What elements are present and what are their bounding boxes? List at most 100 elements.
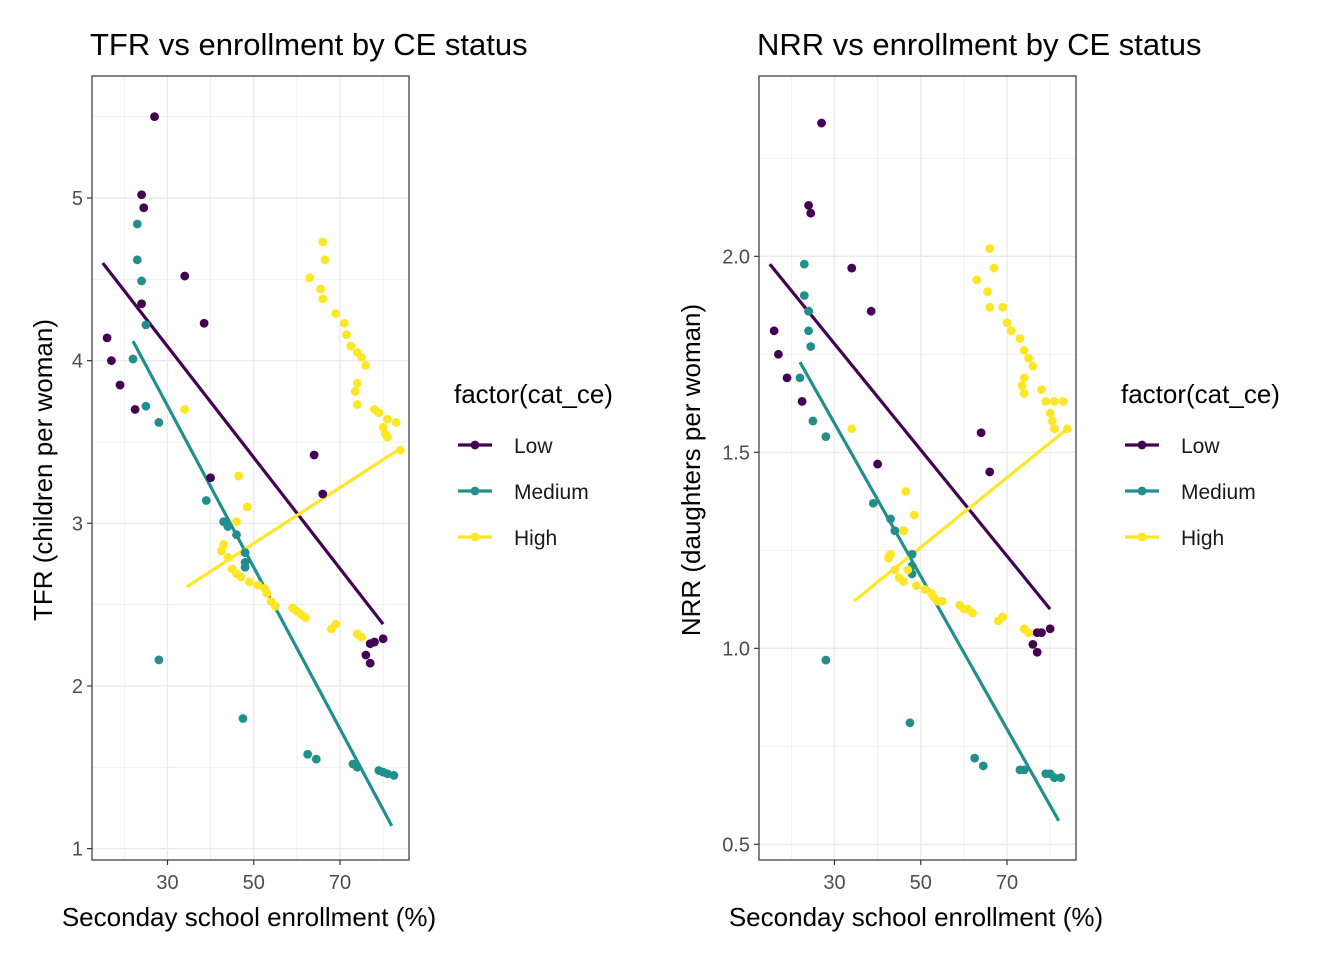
tfr-legend-key-point xyxy=(470,440,480,450)
nrr-point-high xyxy=(998,302,1008,312)
tfr-point-medium xyxy=(311,754,321,764)
nrr-y-tick-label: 1.0 xyxy=(722,638,750,660)
tfr-point-high xyxy=(318,294,328,304)
nrr-point-medium xyxy=(804,306,813,316)
tfr-point-high xyxy=(234,471,244,481)
nrr-point-high xyxy=(890,565,900,575)
nrr-point-high xyxy=(1019,389,1029,398)
nrr-point-medium xyxy=(890,526,900,536)
nrr-point-high xyxy=(847,424,857,434)
tfr-point-medium xyxy=(154,418,164,427)
nrr-point-low xyxy=(873,459,883,469)
nrr-point-high xyxy=(1041,396,1051,406)
nrr-point-medium xyxy=(795,373,805,383)
tfr-point-high xyxy=(216,546,226,556)
tfr-y-tick-label: 1 xyxy=(72,839,83,861)
nrr-point-low xyxy=(806,208,816,218)
tfr-point-high xyxy=(339,318,349,328)
tfr-point-low xyxy=(130,405,140,414)
nrr-point-low xyxy=(1045,624,1055,634)
tfr-point-high xyxy=(374,408,384,418)
tfr-point-medium xyxy=(141,401,151,411)
tfr-x-tick-label: 70 xyxy=(329,872,351,894)
nrr-point-low xyxy=(774,349,783,359)
tfr-point-high xyxy=(395,445,405,455)
tfr-point-high xyxy=(342,330,351,340)
nrr-x-tick-label: 30 xyxy=(823,872,845,894)
tfr-point-medium xyxy=(223,522,233,531)
nrr-legend-label-medium: Medium xyxy=(1181,481,1256,504)
nrr-x-axis-title: Seconday school enrollment (%) xyxy=(729,902,1103,932)
nrr-point-low xyxy=(1037,628,1046,638)
nrr-point-medium xyxy=(1056,773,1066,783)
tfr-point-medium xyxy=(132,255,142,265)
nrr-point-medium xyxy=(806,342,816,351)
nrr-point-medium xyxy=(905,718,915,728)
tfr-point-high xyxy=(232,517,241,527)
tfr-y-tick-label: 4 xyxy=(72,351,83,373)
nrr-point-high xyxy=(1024,353,1033,363)
tfr-point-high xyxy=(180,405,190,414)
tfr-point-high xyxy=(383,432,392,442)
nrr-point-low xyxy=(817,118,826,128)
nrr-y-tick-label: 2.0 xyxy=(722,246,750,268)
tfr-point-high xyxy=(242,502,252,512)
nrr-point-medium xyxy=(907,549,917,559)
tfr-point-medium xyxy=(389,771,399,780)
nrr-point-high xyxy=(903,565,913,575)
tfr-point-low xyxy=(115,380,125,390)
nrr-point-high xyxy=(985,244,995,253)
tfr-point-low xyxy=(365,658,375,668)
nrr-point-medium xyxy=(821,432,831,442)
tfr-chart-panel: TFR vs enrollment by CE status 30 50 70 1 2… xyxy=(28,27,613,932)
tfr-point-low xyxy=(361,650,371,660)
nrr-y-axis: 0.5 1.0 1.5 2.0 xyxy=(722,246,759,856)
tfr-point-high xyxy=(331,309,341,318)
nrr-legend-key-point xyxy=(1137,486,1147,496)
nrr-x-tick-label: 50 xyxy=(910,872,932,894)
nrr-point-low xyxy=(804,200,813,210)
nrr-point-high xyxy=(983,287,992,296)
tfr-point-medium xyxy=(238,714,248,723)
nrr-point-low xyxy=(866,306,876,316)
tfr-point-high xyxy=(352,400,362,409)
tfr-point-high xyxy=(320,255,330,265)
nrr-point-medium xyxy=(1050,773,1059,783)
tfr-points xyxy=(102,112,405,780)
tfr-point-high xyxy=(236,572,246,582)
tfr-point-medium xyxy=(303,749,313,759)
nrr-legend-label-low: Low xyxy=(1181,435,1220,458)
tfr-x-tick-label: 30 xyxy=(156,872,178,894)
tfr-legend-key-point xyxy=(470,486,480,496)
nrr-point-high xyxy=(1028,361,1038,371)
nrr-fit-line-high xyxy=(852,427,1069,603)
tfr-point-high xyxy=(350,387,360,396)
nrr-point-medium xyxy=(799,291,809,300)
nrr-point-low xyxy=(782,373,792,383)
nrr-point-high xyxy=(920,585,930,594)
tfr-point-low xyxy=(139,203,149,213)
tfr-point-medium xyxy=(128,354,138,364)
tfr-y-tick-label: 2 xyxy=(72,676,83,698)
nrr-point-high xyxy=(909,510,919,520)
tfr-point-high xyxy=(262,588,272,598)
nrr-point-high xyxy=(1002,318,1012,328)
tfr-point-high xyxy=(301,613,310,623)
tfr-point-medium xyxy=(201,496,211,505)
tfr-chart-title: TFR vs enrollment by CE status xyxy=(90,27,528,62)
tfr-point-high xyxy=(361,361,371,370)
tfr-point-medium xyxy=(232,530,241,540)
nrr-legend-key-point xyxy=(1137,440,1147,450)
tfr-y-axis-title: TFR (children per woman) xyxy=(28,319,58,621)
nrr-x-tick-label: 70 xyxy=(996,872,1018,894)
nrr-y-tick-label: 0.5 xyxy=(722,834,750,856)
nrr-point-high xyxy=(1058,396,1068,406)
nrr-points xyxy=(769,118,1072,783)
tfr-point-medium xyxy=(352,762,362,772)
nrr-point-high xyxy=(1045,408,1055,418)
nrr-point-high xyxy=(1024,628,1033,638)
nrr-legend: factor(cat_ce) Low Medium High xyxy=(1121,379,1280,550)
nrr-y-axis-title: NRR (daughters per woman) xyxy=(676,304,706,636)
nrr-legend-title: factor(cat_ce) xyxy=(1121,379,1280,409)
